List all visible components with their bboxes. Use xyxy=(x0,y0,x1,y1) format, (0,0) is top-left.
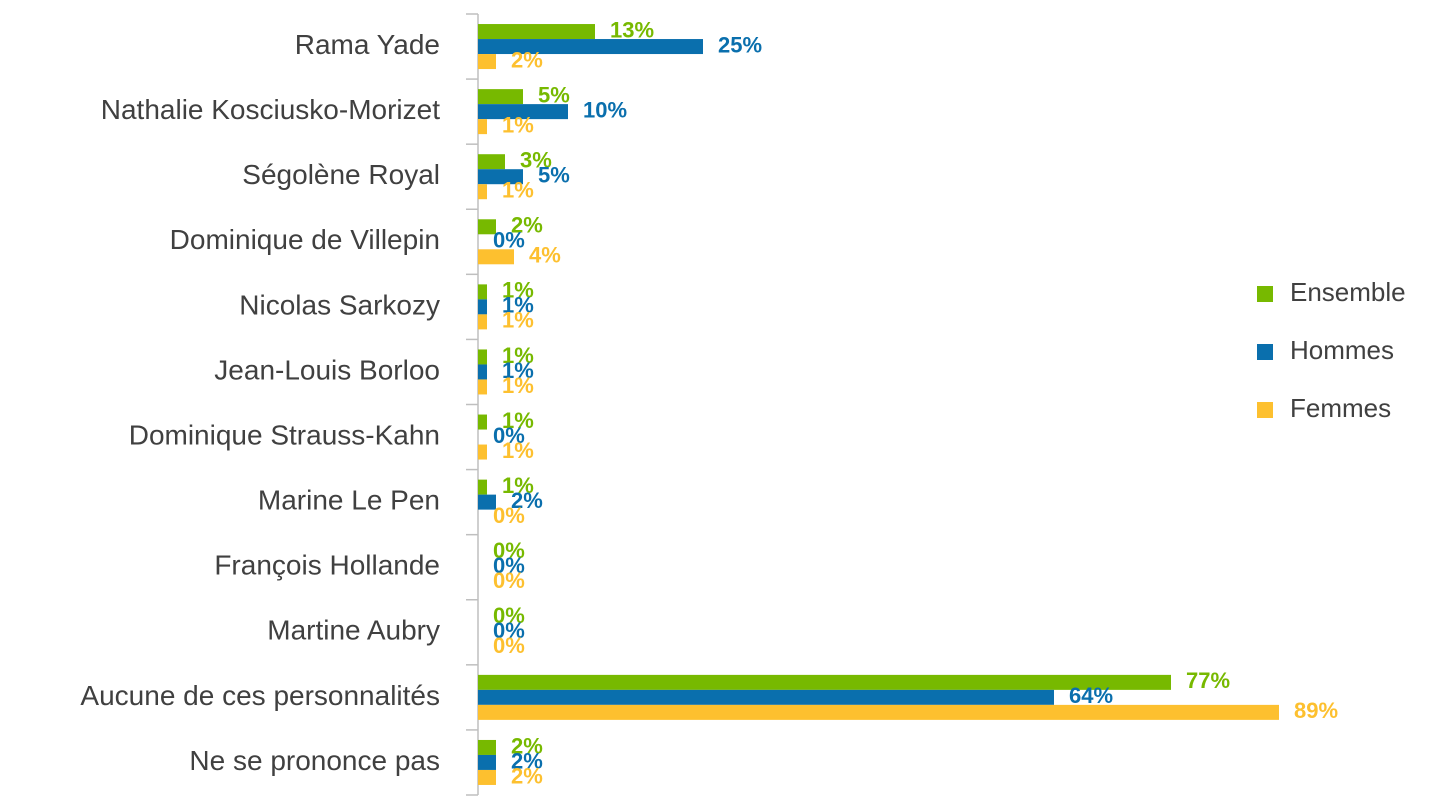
value-label: 2% xyxy=(511,488,543,513)
value-label: 25% xyxy=(718,32,762,57)
category-label: Ségolène Royal xyxy=(242,159,440,190)
value-label: 0% xyxy=(493,423,525,448)
bar xyxy=(478,89,523,105)
bar xyxy=(478,119,487,135)
category-label: Nicolas Sarkozy xyxy=(239,289,440,320)
category-label: Dominique de Villepin xyxy=(170,224,440,255)
value-label: 0% xyxy=(493,568,525,593)
bar xyxy=(478,299,487,315)
bar xyxy=(478,219,496,235)
bar xyxy=(478,674,1171,690)
value-label: 13% xyxy=(610,17,654,42)
value-label: 3% xyxy=(520,148,552,173)
bar xyxy=(478,364,487,380)
value-label: 2% xyxy=(511,213,543,238)
category-label: Aucune de ces personnalités xyxy=(80,680,440,711)
legend-swatch xyxy=(1257,344,1273,360)
category-label: François Hollande xyxy=(214,550,440,581)
bar xyxy=(478,494,496,510)
value-label: 2% xyxy=(511,733,543,758)
bar xyxy=(478,284,487,300)
category-label: Dominique Strauss-Kahn xyxy=(129,419,440,450)
category-label: Nathalie Kosciusko-Morizet xyxy=(101,94,440,125)
value-label: 1% xyxy=(502,358,534,383)
value-label: 5% xyxy=(538,82,570,107)
value-label: 0% xyxy=(493,538,525,563)
value-label: 1% xyxy=(502,473,534,498)
bar xyxy=(478,349,487,365)
value-label: 0% xyxy=(493,503,525,528)
bar xyxy=(478,444,487,460)
value-label: 1% xyxy=(502,178,534,203)
value-label: 4% xyxy=(529,243,561,268)
category-label: Ne se prononce pas xyxy=(189,745,440,776)
bar xyxy=(478,314,487,330)
bar xyxy=(478,769,496,785)
bar xyxy=(478,414,487,430)
bar xyxy=(478,689,1054,705)
value-label: 2% xyxy=(511,763,543,788)
category-label: Martine Aubry xyxy=(267,615,440,646)
value-label: 64% xyxy=(1069,683,1113,708)
legend-swatch xyxy=(1257,286,1273,302)
value-label: 1% xyxy=(502,343,534,368)
value-label: 5% xyxy=(538,163,570,188)
bar xyxy=(478,54,496,70)
legend-swatch xyxy=(1257,402,1273,418)
legend-label: Hommes xyxy=(1290,335,1394,365)
legend-label: Femmes xyxy=(1290,393,1391,423)
value-label: 2% xyxy=(511,47,543,72)
value-label: 10% xyxy=(583,97,627,122)
category-label: Marine Le Pen xyxy=(258,485,440,516)
category-label: Jean-Louis Borloo xyxy=(214,354,440,385)
value-label: 1% xyxy=(502,438,534,463)
value-label: 1% xyxy=(502,278,534,303)
value-label: 0% xyxy=(493,603,525,628)
value-label: 0% xyxy=(493,228,525,253)
value-label: 0% xyxy=(493,553,525,578)
value-label: 89% xyxy=(1294,698,1338,723)
value-label: 2% xyxy=(511,748,543,773)
bar xyxy=(478,704,1279,720)
bar xyxy=(478,24,595,40)
bar xyxy=(478,249,514,265)
bar xyxy=(478,104,568,120)
legend-label: Ensemble xyxy=(1290,277,1406,307)
value-label: 1% xyxy=(502,408,534,433)
value-label: 0% xyxy=(493,618,525,643)
bar xyxy=(478,184,487,200)
value-label: 1% xyxy=(502,308,534,333)
value-label: 1% xyxy=(502,373,534,398)
bar xyxy=(478,169,523,185)
bar xyxy=(478,754,496,770)
value-label: 77% xyxy=(1186,668,1230,693)
bar xyxy=(478,379,487,395)
bar xyxy=(478,479,487,495)
bar xyxy=(478,154,505,170)
value-label: 1% xyxy=(502,293,534,318)
value-label: 1% xyxy=(502,112,534,137)
bar xyxy=(478,739,496,755)
bar xyxy=(478,39,703,55)
category-label: Rama Yade xyxy=(295,29,440,60)
value-label: 0% xyxy=(493,633,525,658)
